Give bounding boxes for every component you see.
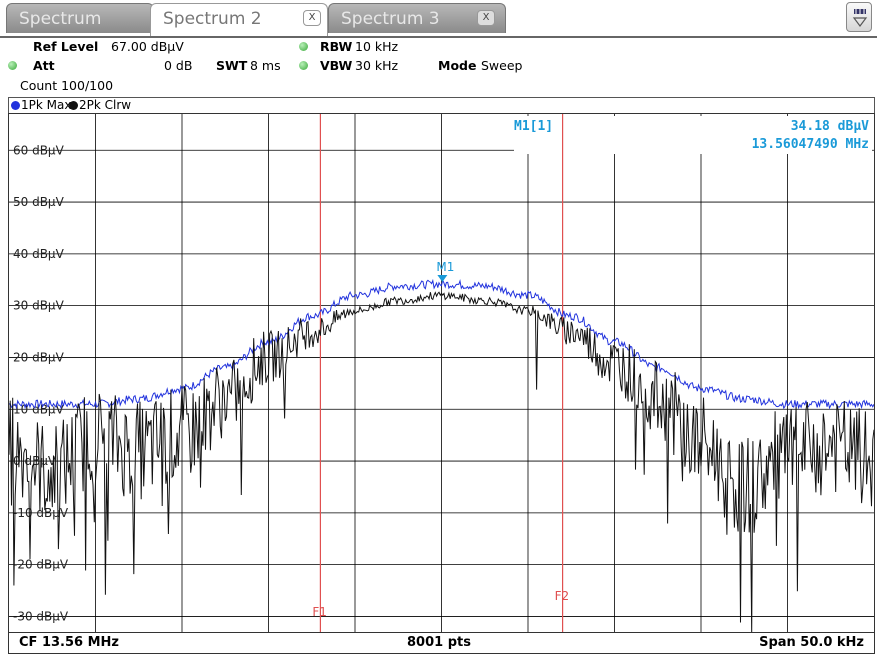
mode-value: Sweep xyxy=(481,58,523,73)
y-tick-label: 40 dBµV xyxy=(13,247,65,261)
trace-1-label: 1Pk Max xyxy=(21,98,72,112)
marker-readout-frequency: 13.56047490 MHz xyxy=(752,137,869,152)
trace-legend: 1Pk Max 2Pk Clrw xyxy=(8,97,875,113)
trace-2-label: 2Pk Clrw xyxy=(79,98,132,112)
trace-1pk-max xyxy=(9,278,874,410)
menu-button[interactable] xyxy=(846,2,872,32)
sweep-count: Count 100/100 xyxy=(20,78,114,93)
swt-label: SWT xyxy=(216,58,248,73)
y-tick-label: -20 dBµV xyxy=(13,558,69,572)
vbw-value: 30 kHz xyxy=(355,58,399,73)
swt-value: 8 ms xyxy=(250,58,281,73)
close-tab-icon[interactable]: X xyxy=(303,10,321,26)
span: Span 50.0 kHz xyxy=(759,635,864,650)
tab-bar: Spectrum Spectrum 2 X Spectrum 3 X xyxy=(0,0,877,36)
marker-readout-name: M1[1] xyxy=(514,119,553,134)
tab-label: Spectrum xyxy=(19,9,102,29)
att-label: Att xyxy=(33,58,55,73)
y-tick-label: 20 dBµV xyxy=(13,350,65,364)
marker-m1-icon xyxy=(437,275,448,283)
dropdown-menu-icon xyxy=(852,9,868,27)
att-indicator-icon xyxy=(8,61,17,70)
mode-label: Mode xyxy=(438,58,477,73)
marker-readout-box xyxy=(514,116,872,154)
close-tab-icon[interactable]: X xyxy=(477,10,495,26)
y-tick-label: 60 dBµV xyxy=(13,143,65,157)
frequency-line-label: F2 xyxy=(555,589,570,603)
vbw-indicator-icon xyxy=(299,61,308,70)
rbw-value: 10 kHz xyxy=(355,39,399,54)
rbw-indicator-icon xyxy=(299,42,308,51)
marker-readout-level: 34.18 dBµV xyxy=(791,119,869,134)
tab-spectrum-2[interactable]: Spectrum 2 X xyxy=(150,3,328,36)
trace-2pk-clrw xyxy=(9,291,874,632)
y-tick-label: 50 dBµV xyxy=(13,195,65,209)
center-frequency: CF 13.56 MHz xyxy=(19,635,119,650)
trace-2-dot-icon xyxy=(69,101,78,110)
ref-level-label: Ref Level xyxy=(33,39,99,54)
tab-spectrum[interactable]: Spectrum xyxy=(6,3,154,33)
y-tick-label: -10 dBµV xyxy=(13,506,69,520)
marker-m1-label: M1 xyxy=(436,260,454,274)
measurement-settings: Ref Level 67.00 dBµV RBW 10 kHz Att 0 dB… xyxy=(0,36,877,100)
att-value: 0 dB xyxy=(164,58,193,73)
rbw-label: RBW xyxy=(320,39,353,54)
ref-level-value: 67.00 dBµV xyxy=(111,39,184,54)
tab-label: Spectrum 2 xyxy=(163,9,262,29)
y-tick-label: 30 dBµV xyxy=(13,299,65,313)
sweep-points: 8001 pts xyxy=(407,635,471,650)
tab-spectrum-3[interactable]: Spectrum 3 X xyxy=(328,3,506,33)
tab-label: Spectrum 3 xyxy=(341,9,440,29)
status-footer: CF 13.56 MHz 8001 pts Span 50.0 kHz xyxy=(8,633,875,654)
y-tick-label: -30 dBµV xyxy=(13,609,69,623)
trace-1-dot-icon xyxy=(11,101,20,110)
spectrum-plot[interactable]: 60 dBµV 50 dBµV 40 dBµV 30 dBµV 20 dBµV 10 dB… xyxy=(8,113,875,633)
frequency-line-label: F1 xyxy=(312,605,327,619)
vbw-label: VBW xyxy=(320,58,353,73)
